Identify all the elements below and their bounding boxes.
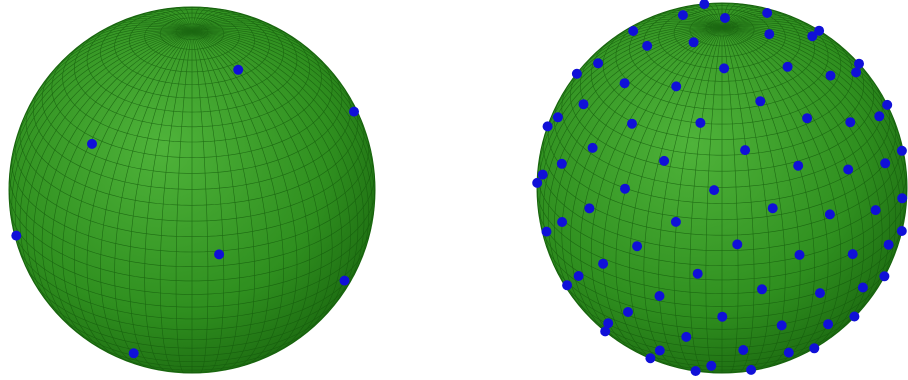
sphere-point <box>695 117 706 128</box>
sphere-point <box>849 311 860 322</box>
sphere-point <box>632 241 643 252</box>
sphere-point <box>782 61 793 72</box>
sphere-point <box>783 347 794 358</box>
sphere-point <box>645 353 656 364</box>
sphere-point <box>802 113 813 124</box>
sphere-point <box>814 25 825 36</box>
sphere-point <box>587 142 598 153</box>
sphere-point <box>851 67 862 78</box>
sphere-point <box>593 58 604 69</box>
sphere-point <box>794 249 805 260</box>
sphere-point <box>654 345 665 356</box>
sphere-point <box>857 282 868 293</box>
sphere-point <box>757 284 767 295</box>
sphere-point <box>807 31 818 42</box>
sphere-point <box>706 360 717 371</box>
sphere-point <box>699 0 710 10</box>
sphere-point <box>654 291 665 301</box>
sphere-point <box>562 280 573 291</box>
sphere-point <box>623 307 633 317</box>
sphere-point <box>845 117 856 128</box>
sphere-point <box>532 177 543 188</box>
sphere-point <box>214 249 225 260</box>
sphere-point <box>732 239 743 250</box>
sphere-point <box>815 288 825 299</box>
sphere-point <box>719 63 730 74</box>
sphere-point <box>573 271 584 281</box>
sphere-point <box>578 99 589 110</box>
sphere-point <box>670 216 681 227</box>
sphere-point <box>642 40 653 51</box>
sphere-point <box>557 217 568 227</box>
sphere-point <box>603 318 614 329</box>
sphere-point <box>762 8 773 18</box>
sphere-point <box>598 258 609 269</box>
sphere-point <box>659 155 670 166</box>
sphere-sparse <box>8 6 376 374</box>
sphere-point <box>883 239 894 250</box>
sphere-point <box>128 348 139 359</box>
sphere-point <box>809 343 820 354</box>
sphere-point <box>764 29 775 40</box>
sphere-dense <box>532 0 908 376</box>
sphere-point <box>720 13 730 23</box>
sphere-grid <box>536 3 908 374</box>
sphere-point <box>897 193 908 204</box>
sphere-point <box>870 205 881 216</box>
sphere-point <box>738 345 749 355</box>
sphere-point <box>740 145 751 156</box>
sphere-point <box>584 203 595 214</box>
sphere-grid <box>8 7 376 374</box>
sphere-point <box>620 183 630 194</box>
sphere-point <box>11 230 22 241</box>
sphere-point <box>537 169 548 180</box>
sphere-point <box>688 37 699 48</box>
sphere-point <box>556 158 567 169</box>
sphere-point <box>847 249 858 260</box>
sphere-point <box>552 112 563 123</box>
sphere-point <box>692 268 703 279</box>
sphere-point <box>628 26 639 36</box>
sphere-point <box>541 226 552 237</box>
sphere-point <box>681 331 692 342</box>
sphere-point <box>339 275 350 286</box>
sphere-point <box>627 118 637 129</box>
sphere-point <box>874 111 885 122</box>
sphere-point <box>843 164 854 175</box>
sphere-point <box>767 203 778 214</box>
sphere-point <box>854 58 864 69</box>
sphere-point <box>717 311 728 322</box>
sphere-point <box>671 81 682 92</box>
sphere-point <box>825 70 836 81</box>
sphere-point <box>879 271 890 282</box>
sphere-point <box>571 68 582 79</box>
sphere-point <box>824 209 835 220</box>
sphere-point <box>690 366 701 376</box>
sphere-point <box>600 326 611 337</box>
sphere-point <box>542 121 553 132</box>
sphere-point <box>880 158 891 169</box>
sphere-point <box>746 364 757 375</box>
sphere-point <box>87 138 97 149</box>
sphere-point <box>776 320 787 331</box>
sphere-point <box>896 145 907 156</box>
sphere-point <box>233 64 244 75</box>
sphere-point <box>349 106 359 117</box>
sphere-point <box>823 319 834 330</box>
sphere-point <box>619 78 630 89</box>
sphere-point <box>755 96 766 107</box>
sphere-point <box>896 226 907 236</box>
sphere-point <box>677 10 688 21</box>
sphere-point <box>709 185 720 196</box>
sphere-point <box>882 99 893 110</box>
sphere-point <box>793 160 804 171</box>
